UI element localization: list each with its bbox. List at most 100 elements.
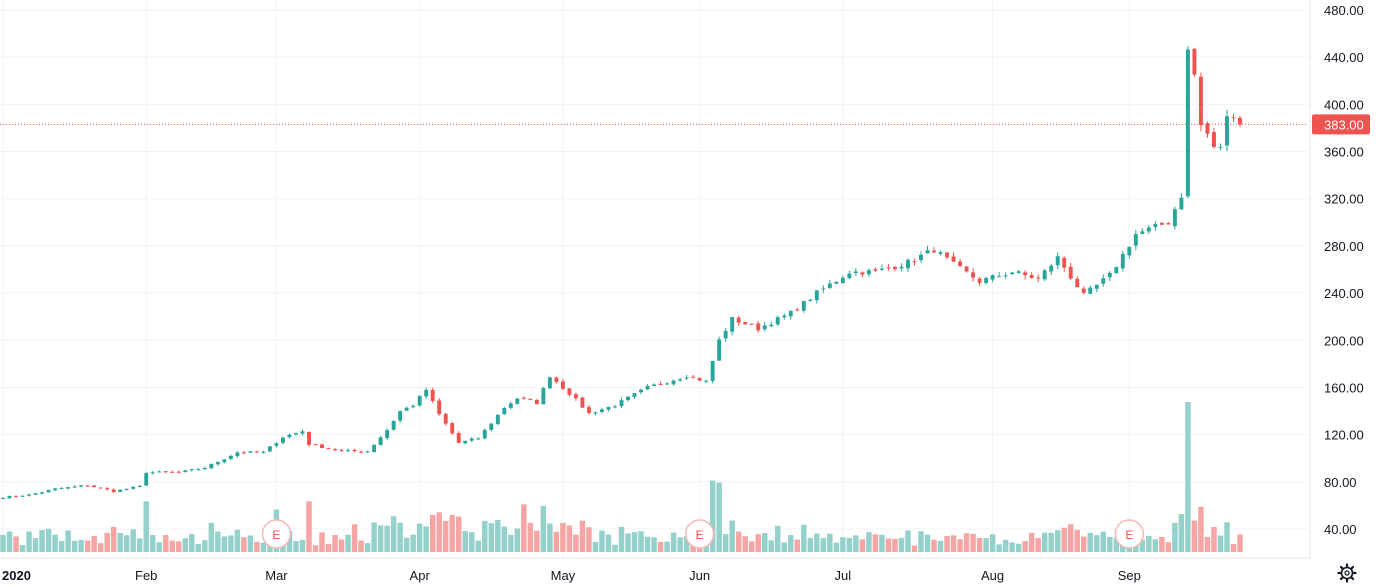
volume-bar <box>807 537 814 552</box>
candle-body <box>834 281 839 284</box>
candle <box>456 431 461 443</box>
candle-body <box>150 472 155 474</box>
x-tick-label: Apr <box>410 568 431 583</box>
volume-bar <box>1139 539 1146 552</box>
candle <box>495 414 500 426</box>
volume-bar <box>299 539 306 552</box>
candle-body <box>652 384 657 387</box>
candle-body <box>1088 287 1093 294</box>
volume-bar <box>488 523 495 552</box>
volume-bar <box>345 534 351 552</box>
volume-bar <box>833 542 840 552</box>
y-tick-label: 440.00 <box>1324 50 1364 65</box>
candle-body <box>613 406 617 408</box>
candle <box>469 436 474 443</box>
candle-body <box>990 275 995 280</box>
time-axis[interactable]: 2020 Feb Mar Apr May Jun Jul Aug Sep <box>0 557 1310 587</box>
candle <box>417 395 422 407</box>
volume-bar <box>462 531 468 552</box>
volume-bar <box>436 512 442 552</box>
candle <box>131 486 136 490</box>
candle-body <box>1120 253 1125 269</box>
candle <box>652 383 657 387</box>
candle <box>521 396 526 400</box>
volume-bar <box>6 531 13 552</box>
candle <box>632 393 637 400</box>
volume-bar <box>527 522 534 552</box>
candle-body <box>964 266 969 272</box>
candle <box>515 398 520 405</box>
candle-body <box>1146 227 1151 232</box>
volume-bar <box>677 537 683 552</box>
volume-bar <box>651 537 657 552</box>
candle-body <box>228 455 233 459</box>
candle-body <box>144 473 149 486</box>
candle-body <box>1218 146 1223 148</box>
y-tick-label: 120.00 <box>1324 428 1364 443</box>
candle-body <box>528 398 533 400</box>
candle-body <box>235 452 240 457</box>
volume-bar <box>911 545 918 552</box>
volume-bar <box>475 540 482 552</box>
candle <box>814 289 819 304</box>
candle <box>925 245 930 254</box>
volume-bar <box>768 540 774 552</box>
volume-bar <box>397 522 403 552</box>
candle-body <box>1055 256 1060 266</box>
earnings-marker[interactable]: E <box>1114 519 1145 549</box>
volume-bar <box>775 525 781 552</box>
earnings-marker[interactable]: E <box>684 519 715 549</box>
candle-body <box>1153 223 1158 228</box>
volume-bar <box>755 534 761 552</box>
settings-gear-icon[interactable] <box>1337 563 1357 583</box>
volume-bar <box>1211 527 1217 552</box>
candle <box>977 276 982 286</box>
candle-body <box>919 254 923 261</box>
candle-body <box>853 271 858 273</box>
volume-bar <box>644 536 651 552</box>
volume-bar <box>228 535 234 552</box>
candle-body <box>560 381 565 389</box>
candle <box>508 401 513 410</box>
candle <box>782 313 787 320</box>
candle <box>157 470 162 473</box>
candle <box>1159 222 1164 226</box>
earnings-circle <box>261 519 292 549</box>
candle-body <box>521 397 526 399</box>
candle <box>853 268 858 277</box>
candle <box>307 431 311 447</box>
candle <box>385 428 390 440</box>
candle-body <box>743 322 748 325</box>
candle-body <box>66 487 71 489</box>
candle-body <box>98 487 103 489</box>
candle <box>1205 121 1210 138</box>
volume-bar <box>332 535 338 552</box>
volume-bar <box>892 538 898 552</box>
candle-body <box>189 469 194 471</box>
candle-body <box>866 270 871 275</box>
volume-bar <box>514 528 521 552</box>
candle <box>300 429 305 436</box>
volume-bar <box>1054 530 1061 552</box>
candle-body <box>463 440 468 444</box>
candle <box>150 470 155 475</box>
candle <box>1133 229 1138 251</box>
candle <box>105 486 110 491</box>
candle <box>222 459 227 464</box>
volume-bar <box>97 543 104 552</box>
volume-bar <box>788 535 794 552</box>
candle <box>124 488 129 491</box>
volume-bars <box>0 402 1243 552</box>
candle-body <box>1036 277 1041 279</box>
earnings-marker[interactable]: E <box>261 519 292 549</box>
candle-body <box>502 408 507 415</box>
y-tick-label: 40.00 <box>1324 522 1357 537</box>
candle <box>697 377 702 381</box>
volume-bar <box>130 529 136 552</box>
price-axis[interactable]: 40.00 80.00 120.00 160.00 200.00 240.00 280.00… <box>1309 0 1380 587</box>
candle <box>66 486 71 490</box>
candle <box>938 250 943 256</box>
volume-bar <box>123 535 130 552</box>
